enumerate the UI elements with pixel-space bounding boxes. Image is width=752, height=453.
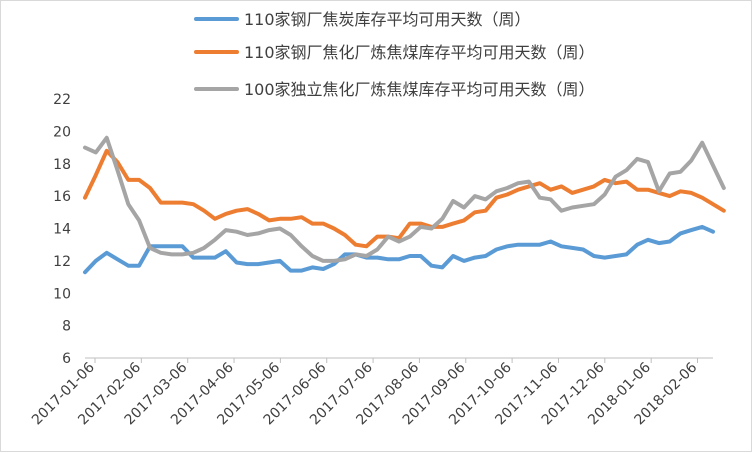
y-tick-label: 16 [53, 189, 71, 205]
y-tick-label: 6 [62, 351, 71, 367]
y-tick-label: 14 [53, 222, 71, 238]
y-tick-label: 18 [53, 157, 71, 173]
series-line-2 [83, 148, 726, 249]
legend-label: 110家钢厂焦炭库存平均可用天数（周） [244, 10, 531, 29]
legend-label: 110家钢厂焦化厂炼焦煤库存平均可用天数（周） [244, 43, 595, 62]
series-line-3 [83, 135, 726, 263]
legend: 110家钢厂焦炭库存平均可用天数（周） 110家钢厂焦化厂炼焦煤库存平均可用天数（… [194, 10, 595, 99]
y-tick-label: 10 [53, 286, 71, 302]
y-tick-label: 22 [53, 92, 71, 108]
y-tick-label: 8 [62, 319, 71, 335]
x-axis: 2017-01-062017-02-062017-03-062017-04-06… [29, 357, 713, 428]
y-tick-label: 12 [53, 254, 71, 270]
y-axis: 6 8 10 12 14 16 18 20 22 [53, 92, 71, 367]
series-line-1 [83, 224, 715, 275]
y-tick-label: 20 [53, 124, 71, 140]
plot-area [83, 135, 726, 275]
legend-label: 100家独立焦化厂炼焦煤库存平均可用天数（周） [244, 80, 595, 99]
